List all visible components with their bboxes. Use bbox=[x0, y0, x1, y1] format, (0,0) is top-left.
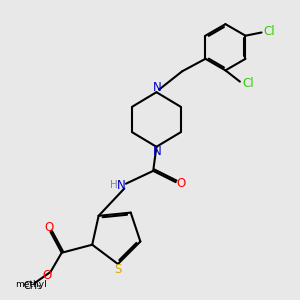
Text: S: S bbox=[114, 263, 122, 276]
Text: N: N bbox=[153, 145, 161, 158]
Text: Cl: Cl bbox=[242, 77, 254, 90]
Text: N: N bbox=[117, 179, 126, 193]
Text: CH₃: CH₃ bbox=[24, 281, 42, 291]
Text: O: O bbox=[42, 269, 51, 282]
Text: N: N bbox=[153, 81, 161, 94]
Text: O: O bbox=[44, 220, 53, 234]
Text: H: H bbox=[110, 180, 118, 190]
Text: O: O bbox=[177, 177, 186, 190]
Text: methyl: methyl bbox=[15, 280, 46, 290]
Text: Cl: Cl bbox=[264, 25, 275, 38]
